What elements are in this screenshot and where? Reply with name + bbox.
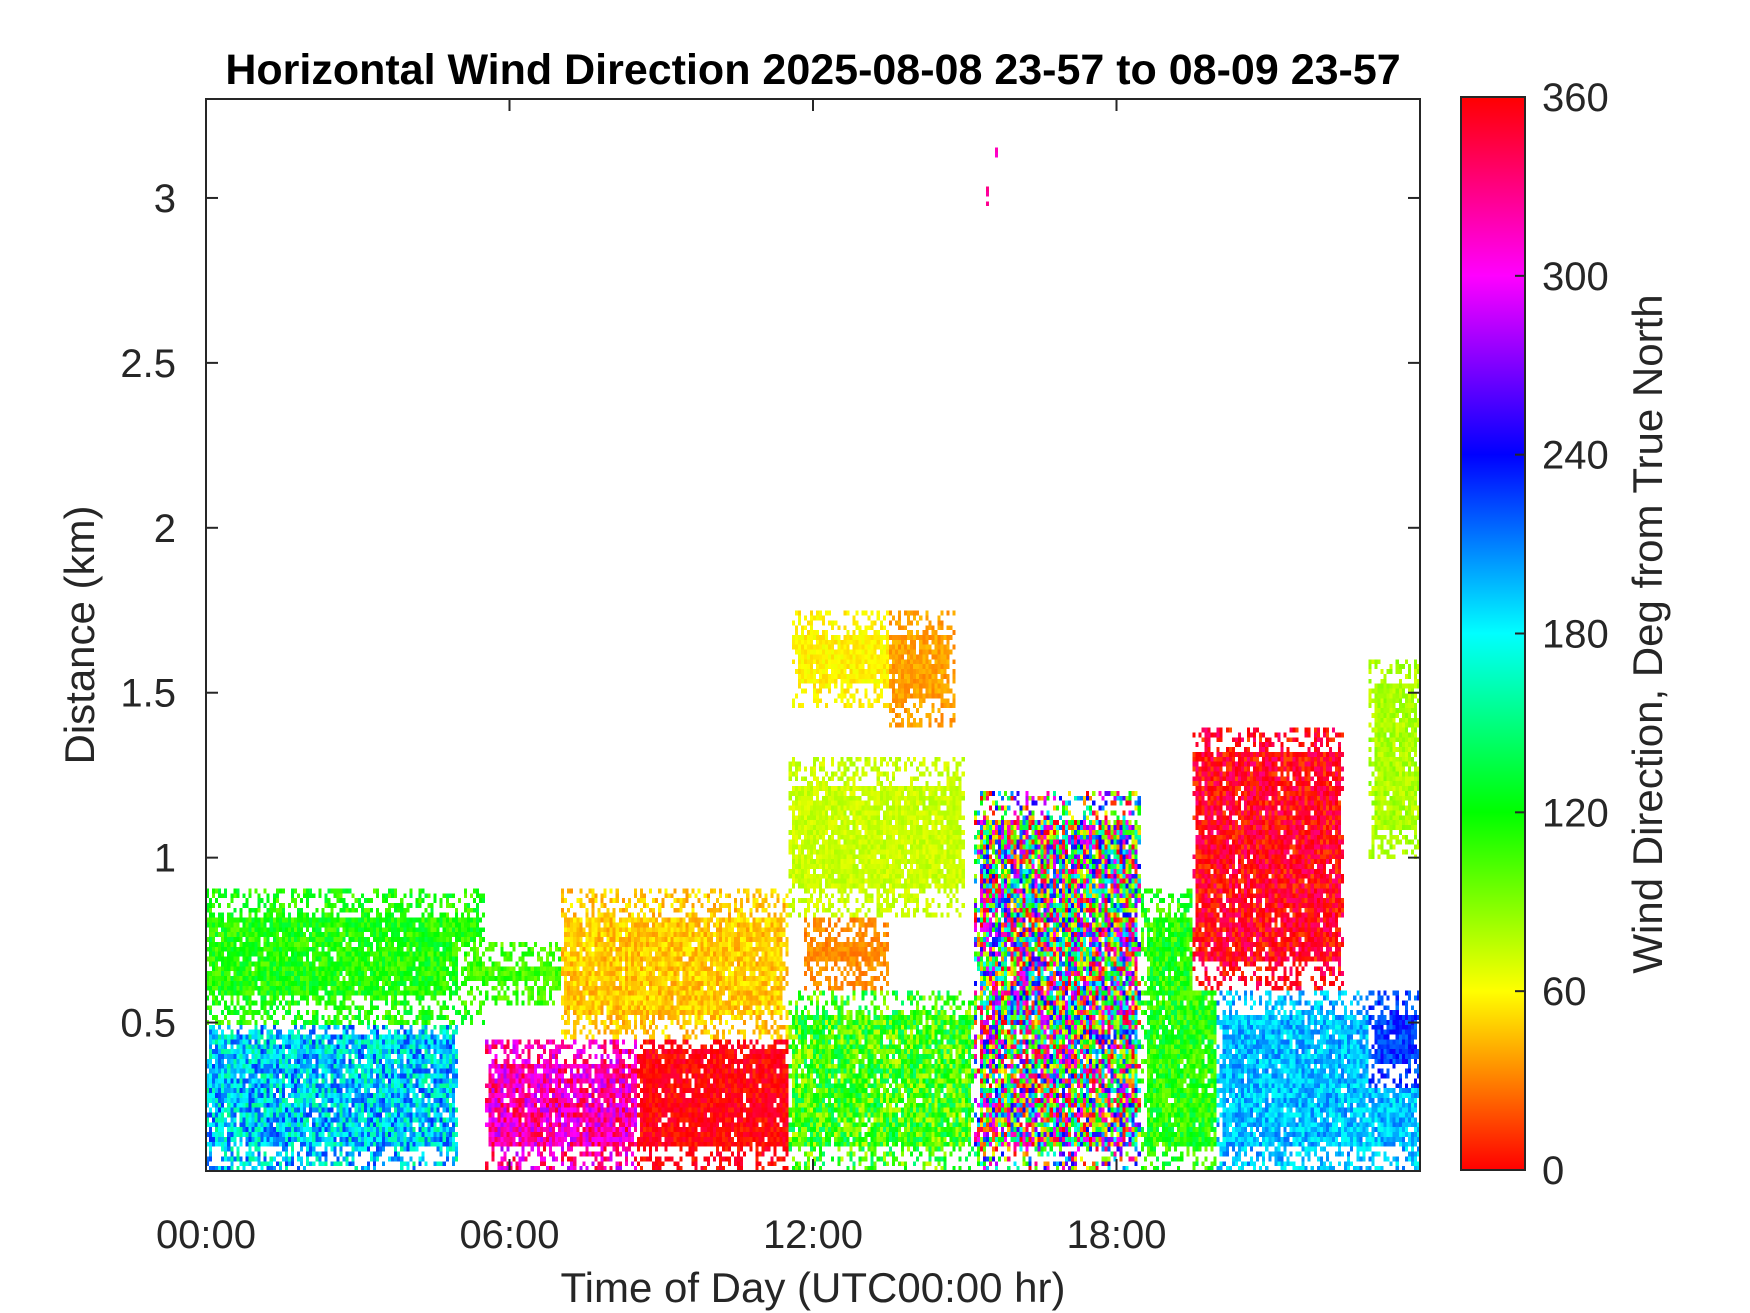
y-tick-label: 1 xyxy=(154,837,176,881)
y-axis-ticks: 0.5 1 1.5 2 2.5 3 xyxy=(120,177,1420,1046)
chart-title: Horizontal Wind Direction 2025-08-08 23-… xyxy=(225,46,1400,94)
colorbar-tick-label: 360 xyxy=(1542,76,1609,120)
colorbar-tick-label: 180 xyxy=(1542,613,1609,657)
y-tick-label: 2.5 xyxy=(120,342,176,386)
colorbar-tick-label: 0 xyxy=(1542,1149,1564,1193)
x-tick-label: 18:00 xyxy=(1066,1213,1166,1257)
colorbar-tick-label: 60 xyxy=(1542,970,1587,1014)
y-tick-label: 0.5 xyxy=(120,1002,176,1046)
plot-area xyxy=(206,99,1420,1171)
y-tick-label: 3 xyxy=(154,177,176,221)
x-tick-label: 06:00 xyxy=(459,1213,559,1257)
colorbar-ticks: 0 60 120 180 240 300 360 xyxy=(1515,76,1609,1193)
y-tick-label: 2 xyxy=(154,507,176,551)
x-axis-ticks: 00:00 06:00 12:00 18:00 xyxy=(156,99,1167,1257)
colorbar-tick-label: 120 xyxy=(1542,791,1609,835)
colorbar-label: Wind Direction, Deg from True North xyxy=(1624,294,1671,973)
x-tick-label: 12:00 xyxy=(763,1213,863,1257)
colorbar xyxy=(1460,96,1526,1171)
colorbar-tick-label: 240 xyxy=(1542,434,1609,478)
y-axis-label: Distance (km) xyxy=(56,505,103,764)
x-tick-label: 00:00 xyxy=(156,1213,256,1257)
y-tick-label: 1.5 xyxy=(120,672,176,716)
heatmap-image xyxy=(206,99,1420,1171)
x-axis-label: Time of Day (UTC00:00 hr) xyxy=(561,1264,1066,1311)
colorbar-tick-label: 300 xyxy=(1542,255,1609,299)
